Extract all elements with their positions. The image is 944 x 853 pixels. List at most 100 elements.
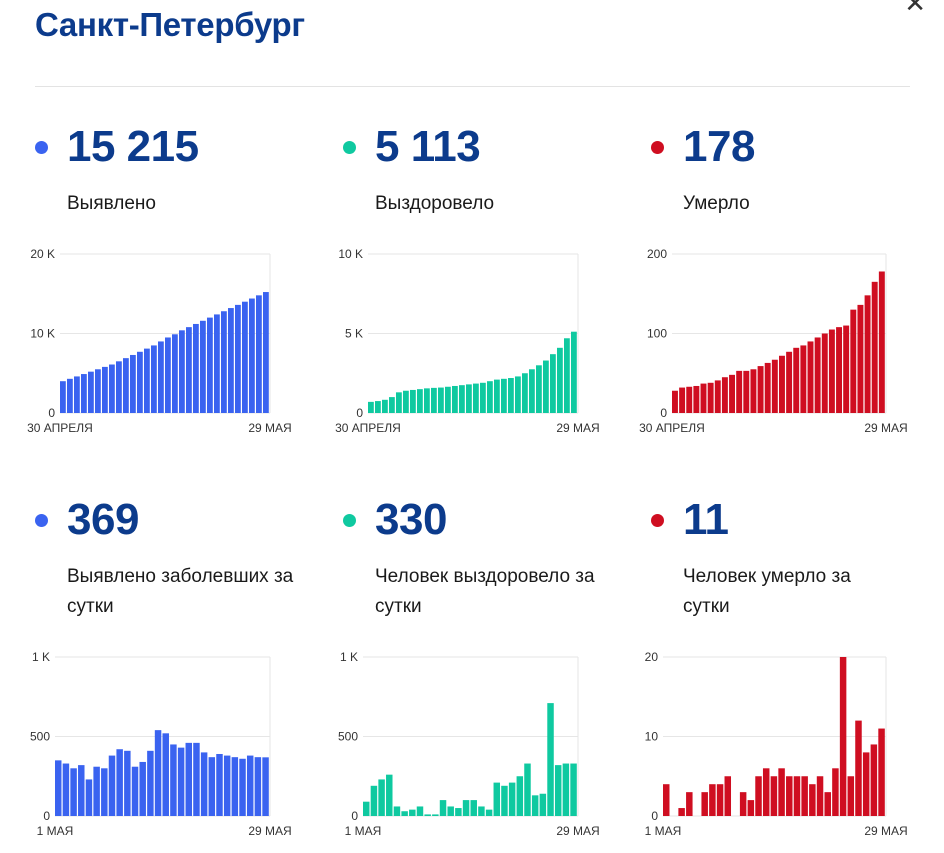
bar bbox=[793, 347, 800, 413]
bar bbox=[431, 387, 437, 413]
bar bbox=[800, 345, 807, 413]
y-tick-label: 10 bbox=[645, 730, 659, 744]
bar bbox=[501, 378, 507, 413]
y-tick-label: 10 K bbox=[30, 327, 55, 341]
stat-label: Человек выздоровело за сутки bbox=[375, 566, 595, 617]
y-tick-label: 200 bbox=[647, 247, 667, 261]
bar bbox=[459, 385, 465, 413]
bar bbox=[158, 341, 164, 413]
bar bbox=[116, 361, 122, 413]
bar bbox=[786, 776, 793, 816]
x-tick-label: 29 МАЯ bbox=[248, 421, 291, 435]
blue-dot-icon bbox=[35, 141, 48, 154]
bar bbox=[368, 401, 374, 413]
bar bbox=[473, 383, 479, 413]
bar bbox=[409, 809, 416, 816]
bar bbox=[363, 801, 370, 816]
green-dot-icon bbox=[343, 141, 356, 154]
chart-daily-deaths: 0 10 20 1 МАЯ 29 МАЯ bbox=[626, 647, 916, 847]
bar bbox=[186, 327, 192, 413]
bar bbox=[554, 765, 562, 816]
green-dot-icon bbox=[343, 514, 356, 527]
bar bbox=[757, 366, 764, 413]
y-tick-label: 1 K bbox=[340, 650, 358, 664]
bar bbox=[254, 757, 262, 816]
bar bbox=[139, 761, 146, 816]
bar bbox=[116, 749, 123, 816]
bar bbox=[536, 365, 542, 413]
bar bbox=[771, 359, 778, 413]
bar bbox=[755, 776, 762, 816]
bar bbox=[762, 768, 770, 816]
bar bbox=[816, 776, 824, 816]
stat-label: Человек умерло за сутки bbox=[683, 566, 851, 617]
bar bbox=[108, 755, 116, 816]
stat-label: Умерло bbox=[683, 193, 750, 214]
bar bbox=[393, 806, 401, 816]
x-tick-label: 1 МАЯ bbox=[37, 824, 74, 838]
bar bbox=[724, 776, 732, 816]
stat-label: Выявлено bbox=[67, 193, 156, 214]
stat-label: Выздоровело bbox=[375, 193, 495, 214]
stat-value: 330 bbox=[375, 495, 447, 544]
y-tick-label: 500 bbox=[338, 730, 358, 744]
bar bbox=[88, 371, 94, 413]
bar bbox=[531, 795, 539, 816]
bar bbox=[137, 351, 143, 413]
y-tick-label: 20 K bbox=[30, 247, 55, 261]
bar bbox=[78, 765, 85, 816]
bar bbox=[170, 744, 177, 816]
bar bbox=[179, 330, 185, 413]
bar bbox=[216, 753, 223, 816]
bar bbox=[246, 755, 254, 816]
bar bbox=[747, 800, 755, 816]
bar bbox=[862, 752, 870, 816]
bar bbox=[144, 348, 150, 413]
bar bbox=[370, 785, 378, 816]
bar bbox=[543, 360, 549, 413]
x-tick-label: 29 МАЯ bbox=[864, 421, 907, 435]
bar bbox=[389, 397, 395, 413]
bar bbox=[396, 392, 402, 413]
bar bbox=[480, 382, 486, 413]
bar bbox=[378, 779, 385, 816]
bar bbox=[81, 374, 87, 413]
bar bbox=[177, 747, 185, 816]
stat-value: 369 bbox=[67, 495, 139, 544]
bar bbox=[151, 345, 157, 413]
bar bbox=[424, 388, 430, 413]
bar bbox=[249, 298, 255, 413]
bar bbox=[522, 373, 528, 413]
bar bbox=[447, 806, 454, 816]
bar bbox=[60, 381, 66, 413]
chart-total-confirmed: 0 10 K 20 K 30 АПРЕЛЯ 29 МАЯ bbox=[10, 244, 300, 444]
bar bbox=[562, 763, 570, 816]
x-tick-label: 30 АПРЕЛЯ bbox=[639, 421, 705, 435]
bar bbox=[93, 766, 100, 816]
bar bbox=[721, 377, 728, 413]
bar bbox=[693, 385, 700, 413]
bar bbox=[109, 364, 115, 413]
close-icon[interactable]: ✕ bbox=[904, 0, 926, 18]
bar bbox=[493, 782, 501, 816]
bar bbox=[462, 800, 470, 816]
bar bbox=[709, 784, 716, 816]
stat-value: 15 215 bbox=[67, 122, 199, 171]
bar bbox=[770, 776, 778, 816]
bar bbox=[455, 808, 462, 816]
bar bbox=[401, 811, 408, 816]
bar bbox=[793, 776, 801, 816]
bar bbox=[729, 374, 735, 413]
x-tick-label: 29 МАЯ bbox=[248, 824, 291, 838]
bar bbox=[679, 387, 686, 413]
bar bbox=[221, 311, 227, 413]
bar bbox=[208, 757, 216, 816]
red-dot-icon bbox=[651, 141, 664, 154]
bar bbox=[416, 806, 424, 816]
stat-value: 11 bbox=[683, 495, 729, 544]
y-tick-label: 0 bbox=[43, 809, 50, 823]
bar bbox=[228, 308, 234, 413]
bar bbox=[375, 401, 381, 413]
chart-total-recovered: 0 5 K 10 K 30 АПРЕЛЯ 29 МАЯ bbox=[318, 244, 608, 444]
bar bbox=[478, 806, 485, 816]
